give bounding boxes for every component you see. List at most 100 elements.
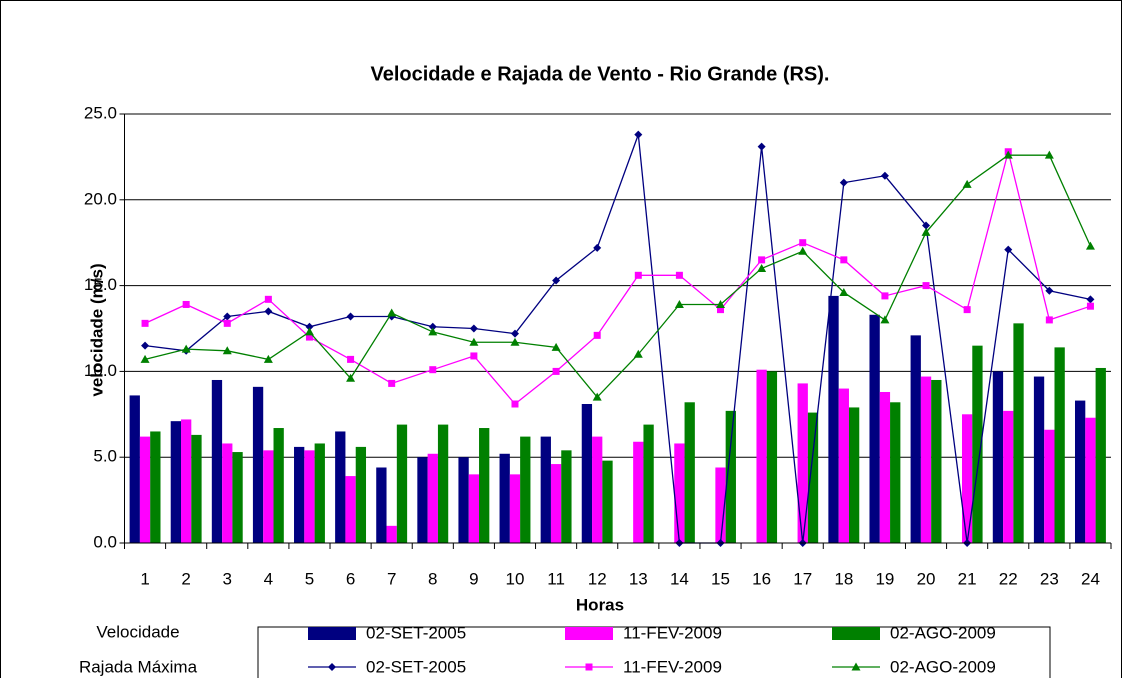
x-tick-label: 23 — [1040, 569, 1059, 588]
bar — [633, 441, 644, 543]
line-marker — [1003, 150, 1013, 159]
x-tick-label: 1 — [140, 569, 149, 588]
bar — [674, 443, 685, 543]
bar — [181, 419, 192, 543]
bar — [386, 525, 397, 543]
legend-label: 11-FEV-2009 — [623, 623, 722, 642]
bar — [170, 421, 182, 543]
line-marker — [633, 349, 643, 358]
legend-label: 02-SET-2005 — [366, 623, 466, 642]
legend-group-label: Velocidade — [96, 622, 179, 641]
line — [144, 134, 1091, 544]
bar — [684, 402, 695, 543]
y-tick-label: 25.0 — [84, 103, 117, 122]
line-marker — [428, 327, 438, 336]
legend-swatch — [308, 627, 356, 640]
bar — [417, 457, 428, 543]
bar — [1074, 400, 1086, 543]
bar — [1003, 410, 1014, 543]
x-tick-label: 5 — [305, 569, 314, 588]
bar — [848, 407, 860, 543]
line-marker — [305, 322, 314, 331]
x-tick-label: 24 — [1081, 569, 1100, 588]
line-marker — [469, 324, 478, 333]
bar — [920, 376, 932, 543]
bar — [499, 453, 510, 543]
line-marker — [716, 299, 726, 308]
y-tick-label: 0.0 — [93, 532, 117, 551]
bar — [561, 450, 572, 543]
bar — [797, 383, 808, 543]
legend-marker — [851, 662, 861, 671]
bar — [273, 428, 284, 543]
line-marker — [634, 271, 642, 279]
line-marker — [428, 322, 437, 331]
x-tick-label: 6 — [346, 569, 355, 588]
x-tick-label: 15 — [711, 569, 730, 588]
bar — [715, 467, 726, 543]
line-marker — [510, 329, 519, 338]
line-marker — [717, 306, 725, 314]
chart-title: Velocidade e Rajada de Vento - Rio Grand… — [370, 63, 829, 85]
bar — [869, 314, 880, 543]
bar — [294, 446, 305, 543]
line-marker — [141, 319, 149, 327]
y-tick-label: 5.0 — [93, 447, 117, 466]
x-tick-label: 14 — [670, 569, 689, 588]
line-marker — [840, 256, 848, 264]
line-marker — [1045, 286, 1054, 295]
bar — [1095, 367, 1106, 543]
line-marker — [1045, 316, 1053, 324]
legend-box — [257, 626, 1051, 683]
line-marker — [593, 243, 602, 252]
line-marker — [757, 142, 766, 151]
line-marker — [634, 130, 643, 139]
x-tick-label: 13 — [629, 569, 648, 588]
bar — [479, 428, 490, 543]
line-marker — [222, 346, 232, 355]
x-tick-label: 9 — [469, 569, 478, 588]
bar — [211, 379, 223, 543]
line-marker — [140, 354, 150, 363]
line-marker — [839, 178, 848, 187]
bar — [807, 412, 819, 543]
bar — [1054, 347, 1065, 543]
line-marker — [264, 295, 272, 303]
bar — [376, 467, 387, 543]
legend-group-label: Rajada Máxima — [79, 657, 198, 676]
legend-label: 02-AGO-2009 — [890, 657, 996, 676]
bar — [838, 388, 849, 543]
bar — [1033, 376, 1045, 543]
line-marker — [1004, 245, 1013, 254]
x-tick-label: 11 — [547, 569, 565, 588]
line-marker — [141, 341, 150, 350]
bar — [1044, 429, 1055, 543]
legend-label: 02-AGO-2009 — [890, 623, 996, 642]
y-tick-label: 20.0 — [84, 189, 117, 208]
line-marker — [182, 300, 190, 308]
bar — [602, 460, 613, 543]
x-tick-label: 4 — [264, 569, 273, 588]
bar — [828, 295, 839, 543]
line-marker — [223, 312, 232, 321]
line-marker — [346, 373, 356, 382]
legend-swatch — [565, 627, 613, 640]
legend-marker — [585, 663, 593, 671]
line-marker — [1044, 150, 1054, 159]
line-marker — [921, 227, 931, 236]
line-marker — [674, 299, 684, 308]
line-marker — [757, 263, 767, 272]
line-marker — [922, 221, 931, 230]
bar — [232, 452, 243, 543]
line-marker — [511, 400, 519, 408]
line-marker — [388, 379, 396, 387]
bar — [139, 436, 151, 543]
bar — [890, 402, 901, 543]
bar — [468, 474, 480, 543]
line-marker — [922, 282, 930, 290]
bar — [314, 443, 325, 543]
line-marker — [181, 344, 191, 353]
x-tick-label: 17 — [793, 569, 812, 588]
legend-marker — [328, 663, 336, 671]
